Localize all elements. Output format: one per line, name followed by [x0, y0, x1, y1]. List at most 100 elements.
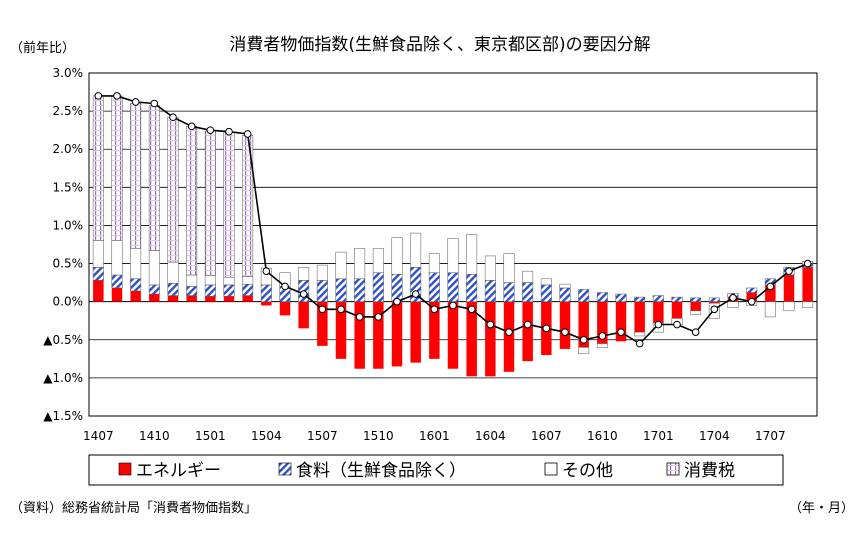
cpi-total-point	[449, 301, 457, 310]
legend-label-tax: 消費税	[684, 461, 735, 481]
source-note: （資料）総務省統計局「消費者物価指数」	[10, 500, 257, 516]
bar-food	[148, 284, 160, 295]
x-tick-label: 1701	[643, 429, 674, 443]
bar-food	[484, 280, 496, 302]
cpi-total-point	[729, 294, 737, 302]
cpi-total-point	[337, 305, 345, 314]
bar-food	[204, 284, 216, 297]
x-tick-label: 1601	[419, 429, 450, 443]
bar-food	[708, 297, 720, 302]
cpi-total-point	[131, 98, 140, 106]
bar-energy	[354, 301, 365, 369]
cpi-total-point	[281, 282, 289, 291]
bar-other	[167, 261, 179, 284]
bar-energy	[559, 301, 571, 349]
bar-energy	[802, 267, 813, 302]
cpi-total-point	[393, 297, 401, 306]
bar-energy	[317, 301, 328, 346]
bar-consumption-tax	[204, 130, 216, 277]
cpi-total-point	[654, 320, 663, 329]
cpi-total-point	[113, 92, 121, 100]
x-tick-label: 1501	[195, 429, 226, 443]
bar-other	[727, 301, 739, 309]
bar-energy	[130, 290, 141, 302]
bar-energy	[746, 292, 757, 302]
cpi-total-point	[225, 127, 233, 136]
y-tick-label: 1.0%	[53, 218, 84, 232]
y-tick-label: 3.0%	[53, 66, 84, 80]
y-tick-label: 2.0%	[53, 142, 84, 156]
bar-other	[690, 310, 702, 315]
legend-label-food: 食料（生鮮食品除く）	[296, 461, 466, 481]
cpi-total-point	[411, 290, 420, 298]
bar-other	[802, 301, 814, 309]
bar-other	[92, 240, 104, 268]
bar-energy	[783, 274, 795, 302]
bar-other	[522, 270, 534, 283]
cpi-total-point	[523, 320, 532, 329]
x-tick-label: 1407	[83, 429, 114, 443]
bar-food	[186, 286, 198, 296]
x-tick-label: 1607	[531, 429, 562, 443]
bar-food	[503, 282, 515, 302]
x-tick-label: 1410	[139, 429, 170, 443]
bar-other	[764, 301, 776, 318]
cpi-total-point	[467, 305, 476, 314]
bar-energy	[485, 301, 496, 377]
bar-other	[783, 301, 795, 312]
legend-swatch-tax	[666, 462, 680, 476]
bar-energy	[765, 284, 776, 302]
bar-other	[578, 347, 590, 354]
x-axis-tick-labels: 1407 1410 1501 1504 1507 1510 1601 1604 1607 1610…	[83, 429, 786, 443]
bar-energy	[709, 301, 720, 304]
bar-energy	[597, 301, 608, 344]
y-tick-label: ▲1.0%	[43, 371, 83, 385]
cpi-total-point	[169, 113, 177, 122]
bar-energy	[93, 280, 104, 302]
cpi-total-point	[803, 259, 812, 268]
bar-food	[391, 273, 403, 302]
bar-food	[652, 295, 664, 302]
x-tick-label: 1704	[699, 429, 730, 443]
bar-other	[298, 267, 310, 281]
bar-food	[316, 280, 328, 302]
bar-consumption-tax	[186, 126, 198, 276]
x-tick-label: 1707	[755, 429, 786, 443]
bar-food	[746, 287, 758, 293]
bar-energy	[111, 287, 123, 302]
bar-energy	[223, 296, 235, 302]
bar-other	[428, 253, 440, 273]
bar-food	[540, 284, 552, 302]
bar-other	[596, 343, 608, 348]
cpi-total-point	[206, 126, 215, 134]
bar-food	[690, 297, 702, 302]
cpi-total-point	[691, 328, 700, 336]
bar-food	[260, 284, 272, 302]
bar-energy	[391, 301, 403, 367]
y-tick-label: 1.5%	[53, 180, 84, 194]
bar-energy	[634, 301, 645, 333]
cpi-total-point	[374, 313, 383, 321]
y-tick-label: 0.0%	[53, 295, 84, 309]
bar-food	[466, 273, 478, 302]
bar-other	[316, 264, 328, 281]
bar-energy	[690, 301, 701, 311]
plot-area-border	[88, 72, 818, 417]
bar-energy	[335, 301, 347, 359]
cpi-total-point	[299, 290, 308, 298]
bar-food	[522, 282, 534, 302]
bar-energy	[578, 301, 589, 348]
legend-swatch-energy	[118, 462, 132, 476]
bar-energy	[503, 301, 515, 372]
bar-food	[634, 296, 646, 302]
cpi-total-point	[150, 99, 159, 108]
bar-energy	[653, 301, 664, 324]
bar-consumption-tax	[111, 95, 123, 241]
y-axis-tick-labels: 3.0% 2.5% 2.0% 1.5% 1.0% 0.5% 0.0% ▲0.5% ▲1.0% ▲1…	[43, 66, 83, 423]
bar-other	[372, 248, 384, 273]
bar-other	[335, 251, 347, 280]
bar-food	[372, 272, 384, 302]
bar-energy	[279, 301, 291, 316]
cpi-total-point	[187, 122, 196, 131]
